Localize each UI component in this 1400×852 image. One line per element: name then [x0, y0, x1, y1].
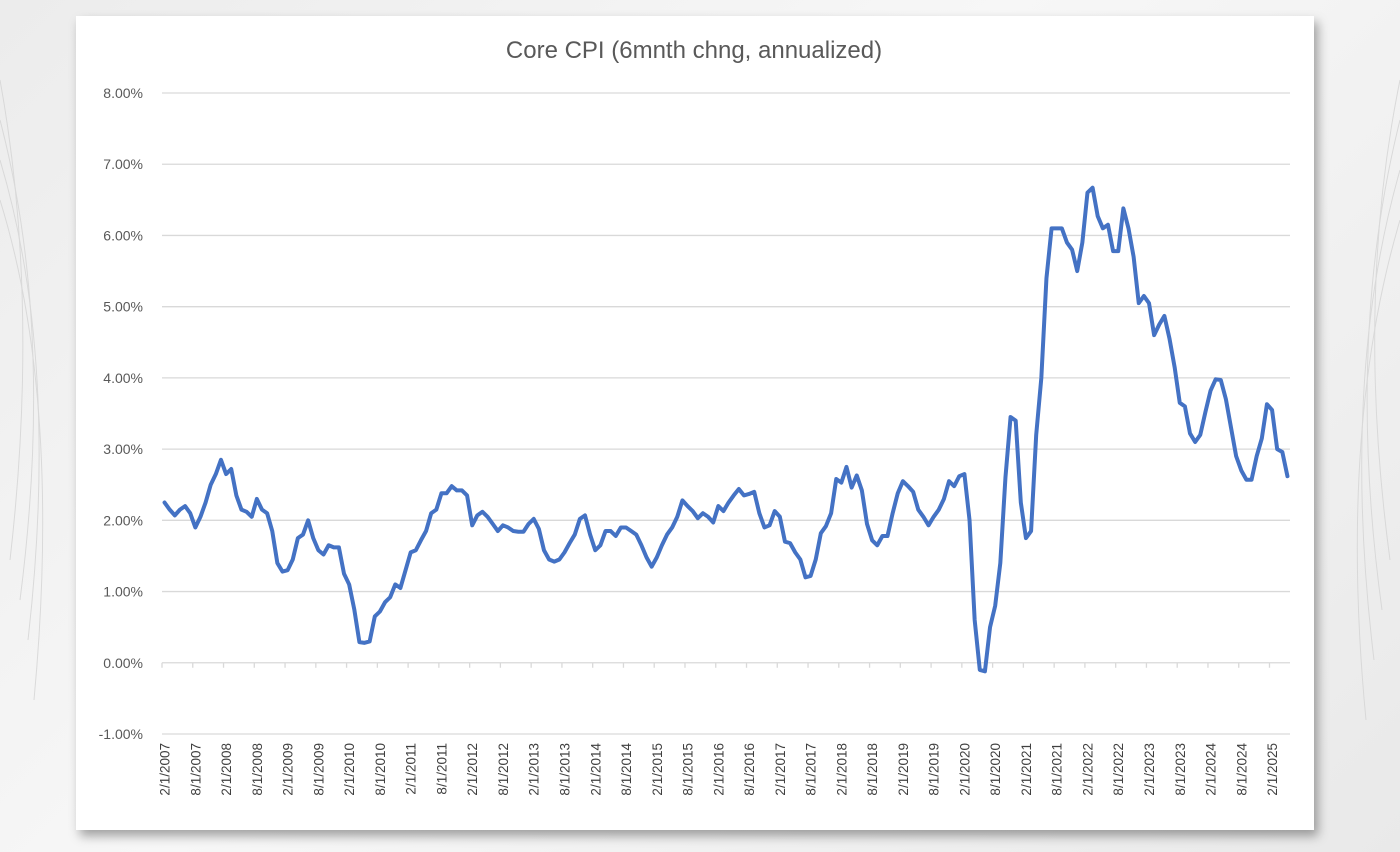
x-axis-tick-labels: 2/1/2007 8/1/2007 2/1/2008 8/1/2008 2/1/2009… [158, 743, 1280, 796]
y-tick-label: 5.00% [103, 299, 143, 315]
x-axis-tick-marks [161, 662, 1271, 668]
x-tick-label: 8/1/2012 [496, 743, 511, 796]
x-tick-label: 2/1/2013 [527, 743, 542, 796]
x-tick-label: 2/1/2012 [465, 743, 480, 796]
x-tick-label: 8/1/2023 [1173, 743, 1188, 796]
x-tick-label: 2/1/2023 [1142, 743, 1157, 796]
series-line-core-cpi [162, 185, 1290, 674]
x-tick-label: 8/1/2018 [865, 743, 880, 796]
y-tick-label: 7.00% [103, 156, 143, 172]
x-tick-label: 8/1/2011 [434, 743, 449, 795]
x-tick-label: 8/1/2013 [557, 743, 572, 796]
y-tick-label: 6.00% [103, 227, 143, 243]
y-tick-label: 0.00% [103, 655, 143, 671]
x-tick-label: 8/1/2024 [1234, 743, 1249, 796]
x-tick-label: 2/1/2009 [281, 743, 296, 796]
y-tick-label: 8.00% [103, 85, 143, 101]
x-tick-label: 8/1/2022 [1111, 743, 1126, 796]
x-tick-label: 2/1/2008 [219, 743, 234, 796]
y-tick-label: 1.00% [103, 584, 143, 600]
x-tick-label: 8/1/2008 [250, 743, 265, 796]
x-tick-label: 8/1/2009 [311, 743, 326, 796]
x-tick-label: 2/1/2022 [1080, 743, 1095, 796]
x-tick-label: 2/1/2025 [1265, 743, 1280, 796]
line-chart: Core CPI (6mnth chng, annualized) 8.00% 7… [99, 37, 1290, 796]
chart-title: Core CPI (6mnth chng, annualized) [506, 37, 882, 64]
x-tick-label: 2/1/2007 [158, 743, 173, 796]
x-tick-label: 2/1/2017 [773, 743, 788, 796]
x-tick-label: 8/1/2014 [619, 743, 634, 796]
x-tick-label: 8/1/2016 [742, 743, 757, 796]
chart-card: Core CPI (6mnth chng, annualized) 8.00% 7… [76, 16, 1314, 830]
x-tick-label: 8/1/2015 [681, 743, 696, 796]
x-tick-label: 2/1/2016 [711, 743, 726, 796]
x-tick-label: 8/1/2020 [988, 743, 1003, 796]
x-tick-label: 2/1/2010 [342, 743, 357, 796]
y-tick-label: 4.00% [103, 370, 143, 386]
x-tick-label: 2/1/2015 [650, 743, 665, 796]
y-axis-tick-labels: 8.00% 7.00% 6.00% 5.00% 4.00% 3.00% 2.00% 1.00%… [99, 85, 143, 742]
x-tick-label: 8/1/2017 [804, 743, 819, 796]
y-tick-label: -1.00% [99, 726, 143, 742]
y-tick-label: 3.00% [103, 441, 143, 457]
x-tick-label: 2/1/2024 [1204, 743, 1219, 796]
x-tick-label: 2/1/2014 [588, 743, 603, 796]
x-tick-label: 8/1/2010 [373, 743, 388, 796]
gridlines [162, 92, 1290, 735]
x-tick-label: 2/1/2020 [957, 743, 972, 796]
x-tick-label: 2/1/2011 [404, 743, 419, 795]
x-tick-label: 8/1/2019 [927, 743, 942, 796]
x-tick-label: 8/1/2021 [1050, 743, 1065, 796]
x-tick-label: 2/1/2019 [896, 743, 911, 796]
y-tick-label: 2.00% [103, 512, 143, 528]
x-tick-label: 2/1/2018 [834, 743, 849, 796]
x-tick-label: 8/1/2007 [188, 743, 203, 796]
x-tick-label: 2/1/2021 [1019, 743, 1034, 796]
